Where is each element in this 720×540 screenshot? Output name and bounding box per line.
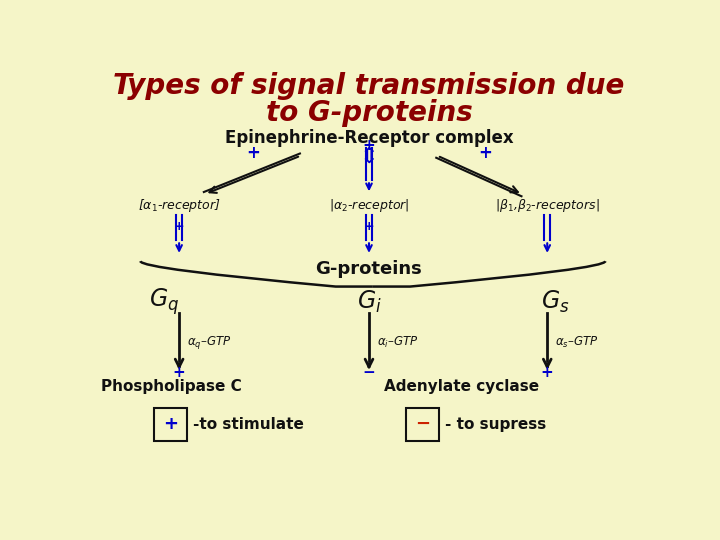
- Text: $\alpha_s$–GTP: $\alpha_s$–GTP: [555, 335, 598, 350]
- Text: $\alpha_i$–GTP: $\alpha_i$–GTP: [377, 335, 418, 350]
- Text: to G-proteins: to G-proteins: [266, 98, 472, 126]
- Text: [$\alpha_1$-receptor]: [$\alpha_1$-receptor]: [138, 197, 220, 214]
- Text: −: −: [415, 415, 430, 434]
- Text: |$\alpha_2$-receptor|: |$\alpha_2$-receptor|: [329, 197, 409, 214]
- Text: Adenylate cyclase: Adenylate cyclase: [384, 379, 539, 394]
- Text: +: +: [246, 144, 260, 163]
- Text: +: +: [363, 138, 375, 153]
- Text: −: −: [363, 365, 375, 380]
- Text: Phospholipase C: Phospholipase C: [101, 379, 242, 394]
- Text: G-proteins: G-proteins: [315, 260, 423, 278]
- Text: $G_i$: $G_i$: [356, 289, 382, 315]
- Text: +: +: [174, 220, 184, 233]
- FancyBboxPatch shape: [154, 408, 187, 441]
- Text: Epinephrine-Receptor complex: Epinephrine-Receptor complex: [225, 129, 513, 147]
- FancyBboxPatch shape: [406, 408, 438, 441]
- Text: +: +: [173, 365, 186, 380]
- Text: Types of signal transmission due: Types of signal transmission due: [113, 72, 625, 100]
- Text: +: +: [364, 220, 374, 233]
- Text: $G_s$: $G_s$: [541, 289, 570, 315]
- Text: -to stimulate: -to stimulate: [193, 417, 304, 432]
- Text: ⇕: ⇕: [360, 147, 378, 167]
- Text: $G_q$: $G_q$: [148, 287, 179, 318]
- Text: $\alpha_q$–GTP: $\alpha_q$–GTP: [187, 334, 231, 352]
- Text: +: +: [541, 365, 554, 380]
- Text: +: +: [478, 144, 492, 163]
- Text: |$\beta_1$,$\beta_2$-receptors|: |$\beta_1$,$\beta_2$-receptors|: [495, 197, 600, 214]
- Text: +: +: [163, 415, 178, 434]
- Text: - to supress: - to supress: [445, 417, 546, 432]
